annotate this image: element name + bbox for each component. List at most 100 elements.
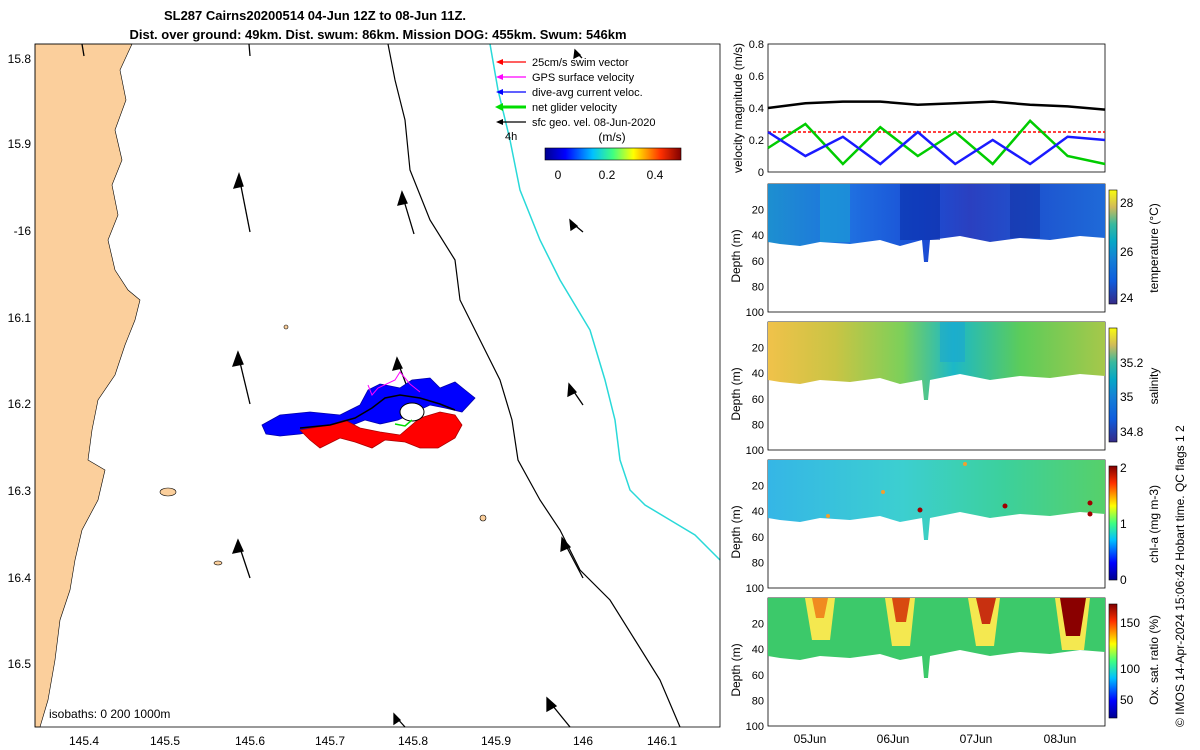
isobath-200	[387, 43, 681, 728]
xtick-label: 145.4	[69, 734, 99, 748]
velocity-yticks: 0 0.2 0.4 0.6 0.8	[749, 39, 764, 179]
depth-tick-label: 20	[752, 205, 764, 217]
velocity-ytick-label: 0.6	[749, 71, 764, 83]
cbar-tick: 2	[1120, 461, 1127, 475]
legend-time-label: 4h	[505, 131, 517, 143]
velocity-frame	[767, 43, 1106, 173]
cbar-tick: 100	[1120, 662, 1140, 676]
velocity-arrows	[81, 43, 584, 728]
ytick-label: 16.4	[8, 571, 32, 585]
section-chla: chl-a (mg m-3) 0 1 2	[767, 459, 1161, 589]
depth-tick-label: 80	[752, 419, 764, 431]
time-tick: 08Jun	[1044, 732, 1077, 746]
xtick-label: 145.7	[315, 734, 345, 748]
legend-entry: 25cm/s swim vector	[532, 57, 629, 69]
depth-tick-label: 80	[752, 695, 764, 707]
cbar-tick: 35.2	[1120, 356, 1144, 370]
velocity-ylabel: velocity magnitude (m/s)	[731, 43, 745, 173]
land-polygon	[34, 43, 141, 728]
island	[159, 487, 177, 497]
velocity-ytick-label: 0.4	[749, 103, 764, 115]
depth-ylabel: Depth (m)	[729, 367, 743, 420]
island	[213, 560, 223, 566]
cbar-tick: 26	[1120, 245, 1134, 259]
footer-credit: © IMOS 14-Apr-2024 15:06:42 Hobart time.…	[1173, 425, 1187, 727]
island	[479, 514, 487, 522]
depth-tick-label: 60	[752, 256, 764, 268]
legend-entry: sfc geo. vel. 08-Jun-2020	[532, 117, 656, 129]
map-frame	[34, 43, 721, 728]
ytick-label: 16.2	[8, 397, 32, 411]
section-salinity: salinity 34.8 35 35.2	[767, 321, 1161, 451]
cbar-tick: 24	[1120, 291, 1134, 305]
depth-tick-label: 40	[752, 230, 764, 242]
map-colorbar-label: (m/s)	[598, 130, 625, 144]
cbar-tick: 50	[1120, 693, 1134, 707]
ytick-label: 15.8	[8, 52, 32, 66]
depth-ylabel: Depth (m)	[729, 229, 743, 282]
cbar-tick: 0	[1120, 573, 1127, 587]
cbar-tick: 150	[1120, 616, 1140, 630]
depth-tick-label: 40	[752, 506, 764, 518]
map-panel: 15.8 15.9 -16 16.1 16.2 16.3 16.4 16.5 1…	[8, 43, 721, 748]
map-yticks: 15.8 15.9 -16 16.1 16.2 16.3 16.4 16.5	[8, 52, 32, 671]
velocity-series	[767, 100, 1106, 166]
time-tick: 07Jun	[960, 732, 993, 746]
depth-tick-label: 100	[746, 583, 764, 595]
map-legend: 25cm/s swim vector GPS surface velocity …	[495, 57, 682, 182]
cbar-tick: 1	[1120, 517, 1127, 531]
island	[283, 324, 289, 330]
cbar-tick: 28	[1120, 196, 1134, 210]
temperature-cbar-label: temperature (°C)	[1147, 203, 1161, 293]
xtick-label: 145.6	[235, 734, 265, 748]
depth-ylabel: Depth (m)	[729, 505, 743, 558]
map-colorbar-tick: 0.4	[647, 168, 664, 182]
ytick-label: 16.3	[8, 484, 32, 498]
time-tick: 05Jun	[794, 732, 827, 746]
depth-tick-label: 80	[752, 557, 764, 569]
velocity-ytick-label: 0	[758, 167, 764, 179]
depth-tick-label: 60	[752, 394, 764, 406]
velocity-panel: 0 0.2 0.4 0.6 0.8 velocity magnitude (m/s)	[731, 39, 1106, 179]
cbar-tick: 34.8	[1120, 425, 1144, 439]
ytick-label: 16.1	[8, 311, 32, 325]
depth-tick-label: 100	[746, 445, 764, 457]
salinity-cbar-label: salinity	[1147, 368, 1161, 405]
legend-entry: net glider velocity	[532, 102, 617, 114]
xtick-label: 145.5	[150, 734, 180, 748]
xtick-label: 146	[573, 734, 593, 748]
title-line2: Dist. over ground: 49km. Dist. swum: 86k…	[129, 27, 626, 42]
depth-tick-label: 40	[752, 368, 764, 380]
ytick-label: -16	[14, 224, 32, 238]
velocity-ytick-label: 0.2	[749, 135, 764, 147]
xtick-label: 146.1	[647, 734, 677, 748]
xtick-label: 145.8	[398, 734, 428, 748]
glider-position-marker	[399, 402, 425, 422]
velocity-series-line	[767, 118, 1106, 166]
velocity-series-line	[767, 130, 1106, 166]
depth-tick-label: 40	[752, 644, 764, 656]
velocity-ytick-label: 0.8	[749, 39, 764, 51]
map-colorbar-tick: 0	[555, 168, 562, 182]
chla-cbar-label: chl-a (mg m-3)	[1147, 485, 1161, 563]
depth-tick-label: 100	[746, 721, 764, 733]
legend-entry: dive-avg current veloc.	[532, 87, 643, 99]
depth-tick-label: 60	[752, 670, 764, 682]
legend-entry: GPS surface velocity	[532, 72, 635, 84]
map-xticks: 145.4 145.5 145.6 145.7 145.8 145.9 146 …	[69, 734, 677, 748]
isobath-1000	[489, 43, 721, 561]
depth-axes: Depth (m) Depth (m) Depth (m) Depth (m)	[729, 229, 743, 696]
depth-tick-label: 20	[752, 343, 764, 355]
depth-tick-label: 100	[746, 307, 764, 319]
section-temperature: temperature (°C) 24 26 28	[767, 183, 1161, 313]
depth-tick-label: 20	[752, 481, 764, 493]
map-colorbar-tick: 0.2	[599, 168, 616, 182]
depth-tick-label: 80	[752, 281, 764, 293]
title-line1: SL287 Cairns20200514 04-Jun 12Z to 08-Ju…	[164, 8, 466, 23]
glider-track	[261, 371, 476, 449]
depth-tick-label: 60	[752, 532, 764, 544]
time-tick: 06Jun	[877, 732, 910, 746]
ytick-label: 16.5	[8, 657, 32, 671]
depth-ticks: 20 40 60 80 100 20 40 60 80 100 20 40 60 80 100 20 40 60 8…	[746, 205, 764, 733]
